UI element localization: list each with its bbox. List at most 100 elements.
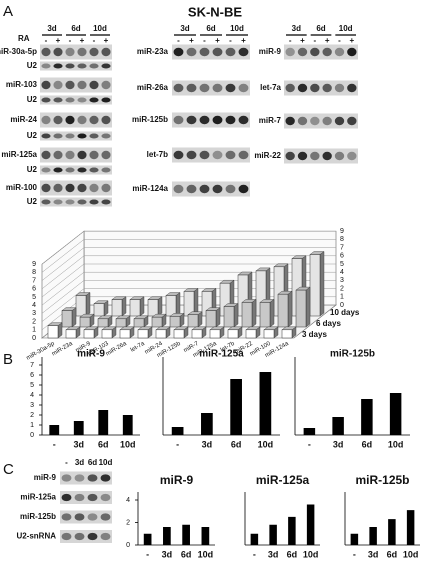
band (225, 150, 236, 160)
band (89, 97, 99, 103)
band (212, 150, 223, 160)
bar (263, 329, 275, 339)
ra-label: RA (18, 34, 30, 43)
band (65, 47, 75, 57)
y-tick-label: 6 (30, 372, 34, 379)
blot (40, 197, 112, 207)
sign-label: + (80, 36, 85, 45)
band (186, 115, 197, 125)
band (297, 47, 308, 57)
blot-label: U2 (27, 165, 38, 174)
band (322, 47, 332, 57)
band (101, 115, 111, 125)
band (199, 115, 210, 125)
bar (151, 316, 163, 328)
z-tick-label: 2 (340, 285, 344, 292)
blot (172, 112, 250, 128)
bar-side (287, 290, 293, 328)
category-label: miR-23a (51, 341, 74, 358)
sign-label: + (56, 36, 61, 45)
bar (111, 299, 123, 317)
sign-label: - (338, 36, 341, 45)
band (89, 183, 99, 193)
blot-label: miR-24 (10, 115, 37, 124)
bar (169, 316, 181, 328)
bar (361, 399, 373, 435)
bar (61, 310, 73, 328)
chart-title: miR-125a (199, 349, 244, 360)
z-tick-label: 5 (340, 261, 344, 268)
band (322, 151, 332, 161)
blot-label: miR-100 (6, 183, 38, 192)
chart-title: miR-125a (256, 473, 310, 487)
band (61, 493, 72, 502)
blot (40, 180, 112, 196)
z-tick-label: 4 (32, 302, 36, 309)
blot (40, 44, 112, 60)
y-tick-label: 0 (30, 432, 34, 439)
blot-label: let-7a (260, 83, 281, 92)
band (41, 183, 51, 193)
band (41, 47, 51, 57)
blot-label: U2-snRNA (16, 532, 56, 541)
band (285, 83, 295, 93)
bar (205, 310, 217, 328)
z-tick-label: 8 (32, 269, 36, 276)
z-tick-label: 5 (32, 294, 36, 301)
bar (163, 527, 171, 545)
chart-title: miR-125b (330, 349, 375, 360)
sign-label: - (289, 36, 292, 45)
sign-label: - (45, 36, 48, 45)
x-tick-label: 10d (388, 439, 404, 449)
z-tick-label: 2 (32, 318, 36, 325)
bar-side (233, 303, 239, 328)
y-tick-label: 4 (126, 497, 130, 504)
band (77, 115, 87, 125)
band (101, 167, 111, 173)
band (74, 474, 85, 482)
z-tick-label: 0 (32, 335, 36, 342)
band (238, 184, 249, 194)
bar (281, 329, 293, 339)
band (173, 184, 184, 194)
band (65, 133, 75, 139)
band (100, 493, 111, 502)
blot-label: miR-124a (132, 184, 168, 193)
z-tick-label: 6 (32, 286, 36, 293)
band (53, 150, 63, 160)
bar (288, 516, 296, 545)
band (173, 83, 184, 93)
band (87, 513, 98, 521)
time-label: 3d (292, 24, 301, 33)
bar (147, 299, 159, 317)
band (89, 115, 99, 125)
grid-line (41, 247, 85, 281)
panel-label: C (3, 461, 14, 478)
bar (155, 329, 167, 339)
band (186, 184, 197, 194)
bar-side (215, 307, 221, 328)
band (89, 199, 99, 205)
band (41, 97, 51, 103)
blot (40, 165, 112, 175)
band (212, 115, 223, 125)
sign-label: - (313, 36, 316, 45)
band (77, 150, 87, 160)
band (65, 150, 75, 160)
x-tick-label: 10d (120, 439, 136, 449)
z-tick-label: 9 (32, 261, 36, 268)
band (322, 116, 332, 126)
band (41, 150, 51, 160)
band (89, 150, 99, 160)
blot (60, 471, 112, 485)
x-tick-label: 3d (268, 549, 279, 559)
band (297, 116, 308, 126)
x-tick-label: 3d (368, 549, 379, 559)
z-tick-label: 1 (340, 294, 344, 301)
band (41, 199, 51, 205)
band (61, 513, 72, 521)
panel-label: B (3, 351, 13, 368)
bar (209, 329, 221, 339)
bar (245, 329, 257, 339)
